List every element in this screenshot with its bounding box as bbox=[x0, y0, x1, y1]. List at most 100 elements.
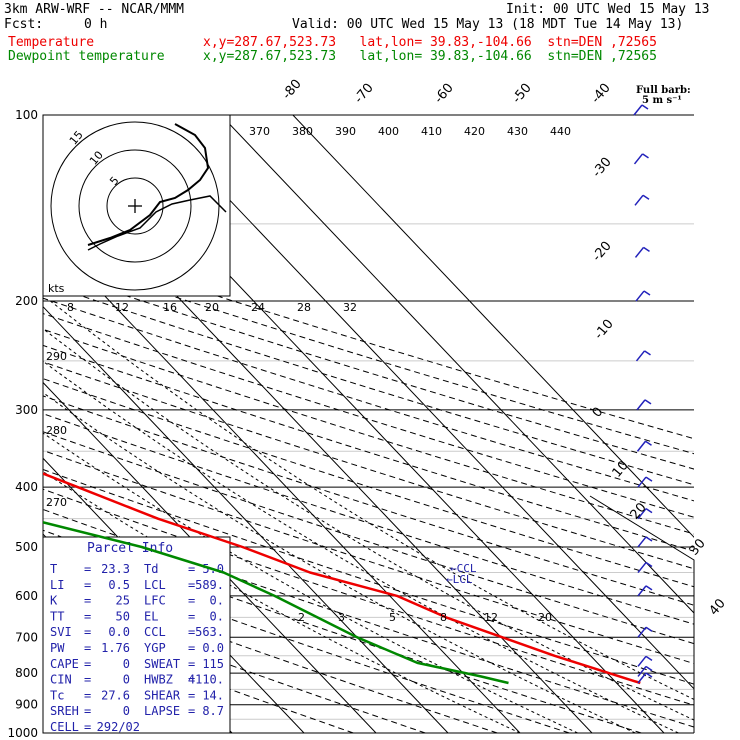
parcel-stat-name: HWBZ bbox=[144, 673, 173, 687]
isotherm-label: 20 bbox=[628, 500, 650, 522]
hodograph-speed-label: 8 bbox=[67, 301, 74, 314]
parcel-info-row: TT = 50 EL = 0. bbox=[50, 609, 224, 623]
parcel-stat-name: SREH bbox=[50, 704, 79, 718]
wind-barb-flag bbox=[645, 440, 652, 446]
parcel-stat-eq: = bbox=[188, 673, 195, 687]
barb-legend-line2: 5 m s⁻¹ bbox=[642, 95, 682, 106]
temperature-location-info: x,y=287.67,523.73 lat,lon= 39.83,-104.66… bbox=[203, 35, 657, 50]
sounding-series bbox=[43, 472, 641, 685]
hodograph-units-label: kts bbox=[48, 282, 65, 295]
parcel-stat-name: Tc bbox=[50, 688, 64, 702]
wind-barb-staff bbox=[637, 672, 647, 684]
dewpoint-legend-label: Dewpoint temperature bbox=[8, 49, 165, 64]
theta-e-label: 430 bbox=[507, 125, 528, 138]
hodograph-speed-label: 16 bbox=[163, 301, 177, 314]
parcel-stat-name: YGP bbox=[144, 641, 166, 655]
parcel-stat-name: Td bbox=[144, 562, 158, 576]
parcel-stat-eq: = bbox=[84, 594, 91, 608]
parcel-stat-name: PW bbox=[50, 641, 65, 655]
isotherm-label: -50 bbox=[510, 81, 535, 107]
parcel-stat-eq: = bbox=[188, 657, 195, 671]
mixing-ratio-label: 3 bbox=[338, 611, 345, 624]
wind-barb bbox=[634, 194, 650, 206]
wind-barb bbox=[637, 672, 653, 684]
parcel-stat-value: 0 bbox=[123, 657, 130, 671]
parcel-stat-value: 0. bbox=[210, 594, 224, 608]
wind-barb-staff bbox=[633, 104, 643, 116]
wind-barb-staff bbox=[635, 290, 645, 302]
dry-adiabat bbox=[43, 596, 426, 733]
theta-e-label: 400 bbox=[378, 125, 399, 138]
model-title: 3km ARW-WRF -- NCAR/MMM bbox=[4, 2, 185, 17]
parcel-info-title: Parcel Info bbox=[87, 541, 173, 556]
wind-barbs bbox=[633, 104, 653, 684]
dry-adiabat bbox=[43, 529, 642, 733]
parcel-stat-eq: = bbox=[84, 673, 91, 687]
parcel-stat-value: 0 bbox=[123, 673, 130, 687]
pressure-tick-label: 500 bbox=[15, 540, 38, 554]
hodograph-speed-label: 20 bbox=[205, 301, 219, 314]
init-time: Init: 00 UTC Wed 15 May 13 bbox=[506, 2, 710, 17]
theta-e-label: 390 bbox=[335, 125, 356, 138]
ccl-marker: ←CCL bbox=[450, 562, 477, 575]
forecast-hour: 0 h bbox=[84, 17, 108, 32]
wind-barb-flag bbox=[644, 350, 651, 356]
theta-label: 270 bbox=[46, 496, 67, 509]
parcel-info-row: CAPE = 0 SWEAT = 115 bbox=[50, 657, 224, 671]
pressure-tick-label: 100 bbox=[15, 108, 38, 122]
parcel-stat-value: 563. bbox=[195, 625, 224, 639]
parcel-stat-value: 0.0 bbox=[202, 641, 224, 655]
parcel-stat-eq: = bbox=[188, 562, 195, 576]
hodograph-speed-label: 24 bbox=[251, 301, 265, 314]
wind-barb-flag bbox=[645, 561, 653, 568]
dry-adiabat bbox=[43, 267, 694, 470]
mixing-ratio-label: 20 bbox=[538, 611, 552, 624]
isotherm-label: -60 bbox=[432, 81, 457, 107]
wind-barb bbox=[633, 153, 649, 165]
wind-barb bbox=[637, 626, 653, 638]
parcel-info-row: SREH = 0 LAPSE = 8.7 bbox=[50, 704, 224, 718]
isotherm-line bbox=[292, 115, 694, 538]
wind-barb bbox=[637, 536, 653, 548]
parcel-stat-name: CIN bbox=[50, 673, 72, 687]
parcel-stat-eq: = bbox=[188, 578, 195, 592]
parcel-stat-eq: = bbox=[84, 657, 91, 671]
wind-barb bbox=[633, 104, 649, 116]
wind-barb-staff bbox=[637, 536, 647, 548]
isotherm-label: -30 bbox=[590, 155, 615, 181]
parcel-stat-value: 27.6 bbox=[101, 688, 130, 702]
wind-barb bbox=[636, 399, 652, 411]
temperature-legend-label: Temperature bbox=[8, 35, 95, 50]
dry-adiabat bbox=[43, 253, 694, 455]
theta-e-label: 410 bbox=[421, 125, 442, 138]
parcel-stat-name: CELL bbox=[50, 720, 79, 734]
lcl-marker: ←LCL bbox=[446, 573, 473, 586]
pressure-tick-label: 600 bbox=[15, 589, 38, 603]
wind-barb-staff bbox=[637, 508, 647, 520]
dry-adiabat bbox=[43, 395, 694, 606]
parcel-info-frame bbox=[42, 536, 231, 734]
wind-barb-flag bbox=[641, 104, 649, 110]
wind-barb-staff bbox=[634, 194, 644, 206]
wind-barb-staff bbox=[633, 153, 644, 165]
pressure-tick-label: 900 bbox=[15, 698, 38, 712]
isotherm-line bbox=[220, 115, 694, 614]
parcel-stat-name: LFC bbox=[144, 594, 166, 608]
wind-barb-flag bbox=[644, 399, 652, 405]
pressure-tick-label: 700 bbox=[15, 630, 38, 644]
valid-time: Valid: 00 UTC Wed 15 May 13 (18 MDT Tue … bbox=[292, 17, 684, 32]
wind-barb-flag bbox=[643, 290, 651, 296]
wind-barb-flag bbox=[645, 655, 653, 661]
wind-barb-flag bbox=[645, 665, 653, 672]
parcel-stat-eq: = bbox=[188, 594, 195, 608]
parcel-stat-value: 0.5 bbox=[108, 578, 130, 592]
parcel-stat-eq: = bbox=[84, 578, 91, 592]
wind-barb bbox=[637, 508, 653, 520]
hodograph-speed-label: 12 bbox=[115, 301, 129, 314]
parcel-stat-value: 115 bbox=[202, 657, 224, 671]
wind-barb-flag bbox=[643, 246, 650, 253]
parcel-stat-value: 0. bbox=[210, 609, 224, 623]
isotherm-label: -70 bbox=[352, 81, 377, 107]
theta-e-label: 440 bbox=[550, 125, 571, 138]
